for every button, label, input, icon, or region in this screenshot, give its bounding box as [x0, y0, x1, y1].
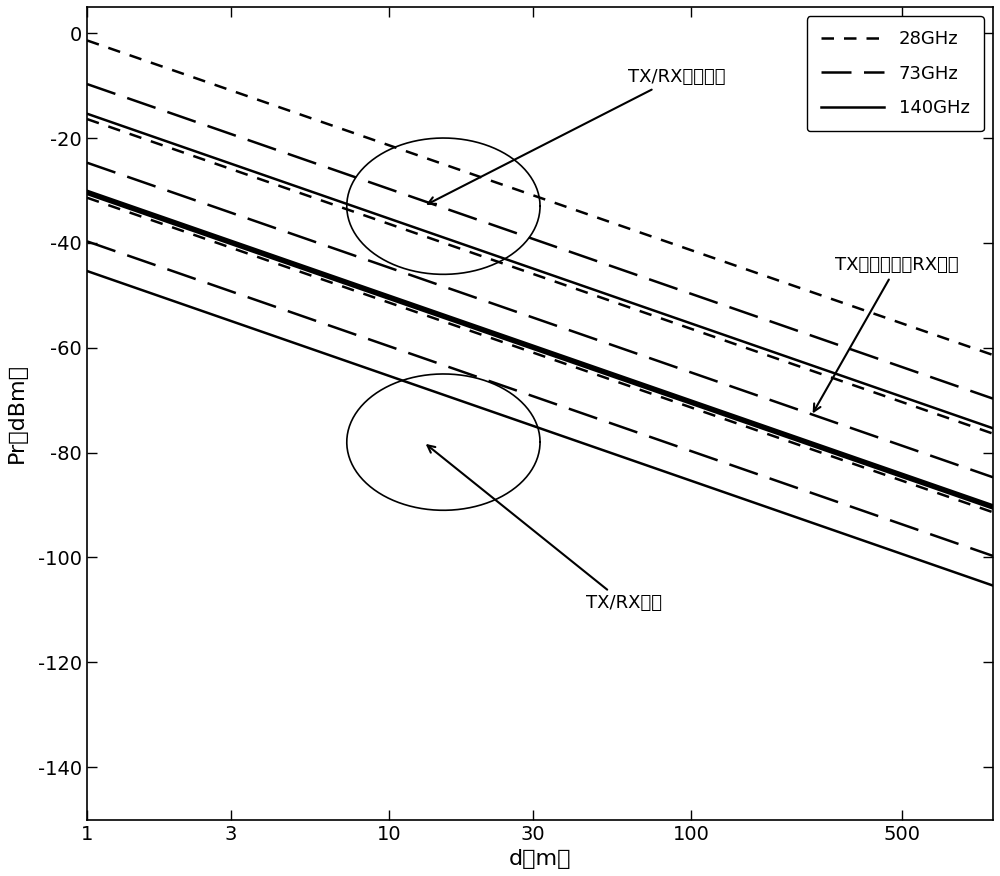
X-axis label: d（m）: d（m）: [509, 849, 571, 869]
Legend: 28GHz, 73GHz, 140GHz: 28GHz, 73GHz, 140GHz: [807, 16, 984, 131]
Text: TX/RX全向: TX/RX全向: [427, 445, 662, 612]
Text: TX/RX一个方向: TX/RX一个方向: [428, 67, 726, 204]
Y-axis label: Pr（dBm）: Pr（dBm）: [7, 364, 27, 463]
Text: TX一个方向，RX全向: TX一个方向，RX全向: [814, 257, 959, 412]
